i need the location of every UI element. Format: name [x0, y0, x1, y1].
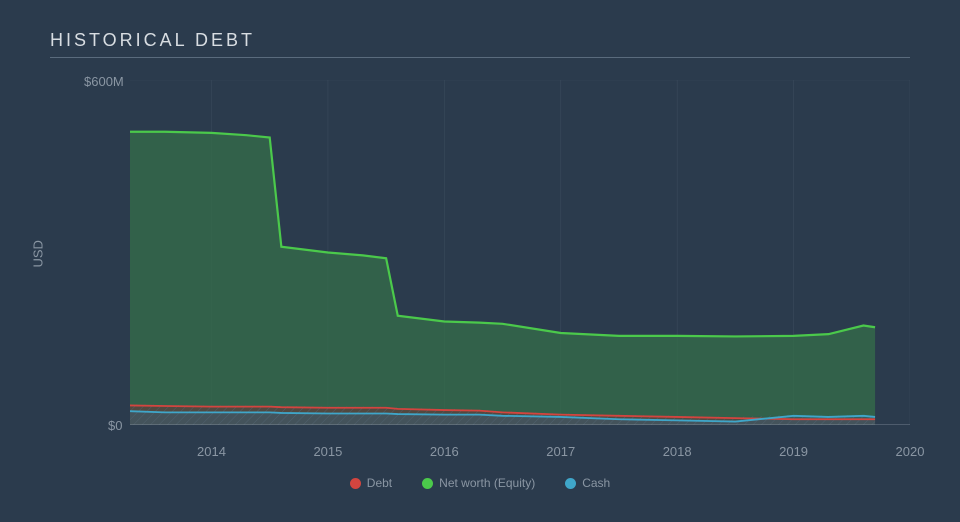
y-axis-label: USD [31, 240, 46, 267]
x-axis-tick: 2016 [430, 444, 459, 459]
chart-title-row: HISTORICAL DEBT [50, 30, 910, 58]
chart-legend: Debt Net worth (Equity) Cash [0, 476, 960, 490]
legend-swatch-debt [350, 478, 361, 489]
x-axis-tick: 2018 [663, 444, 692, 459]
legend-label-cash: Cash [582, 476, 610, 490]
legend-swatch-cash [565, 478, 576, 489]
legend-item-debt: Debt [350, 476, 392, 490]
legend-label-networth: Net worth (Equity) [439, 476, 535, 490]
legend-label-debt: Debt [367, 476, 392, 490]
chart-plot-area [130, 80, 910, 425]
x-axis-tick: 2017 [546, 444, 575, 459]
x-axis-tick: 2015 [313, 444, 342, 459]
y-axis-tick-top: $600M [84, 74, 124, 89]
legend-item-cash: Cash [565, 476, 610, 490]
x-axis-tick: 2014 [197, 444, 226, 459]
y-axis-tick-bottom: $0 [108, 418, 122, 433]
x-axis-tick: 2019 [779, 444, 808, 459]
legend-item-networth: Net worth (Equity) [422, 476, 535, 490]
x-axis-tick: 2020 [896, 444, 925, 459]
chart-title: HISTORICAL DEBT [50, 30, 910, 51]
legend-swatch-networth [422, 478, 433, 489]
chart-svg [130, 80, 910, 425]
